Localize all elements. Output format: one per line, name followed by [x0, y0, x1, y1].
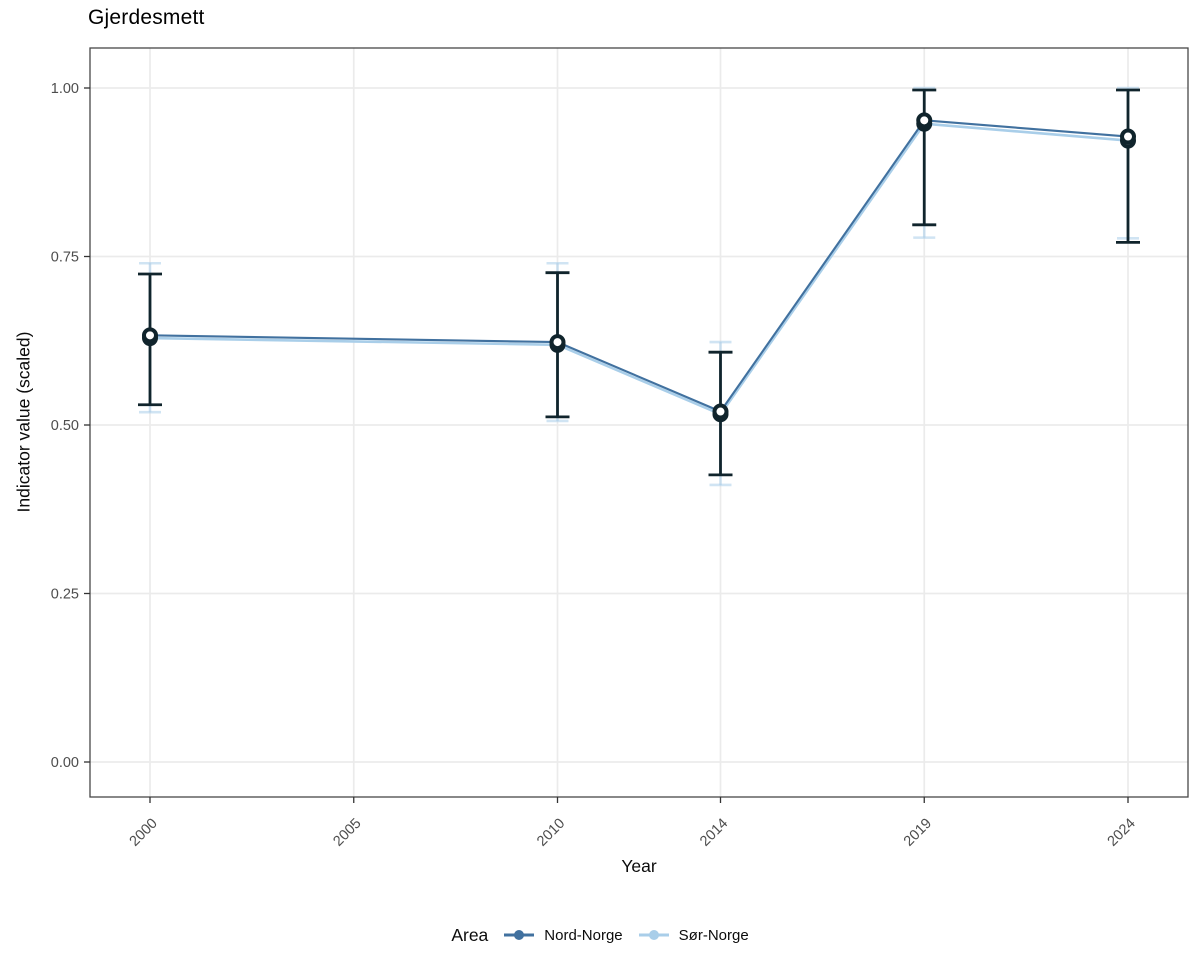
x-tick-label: 2019 — [901, 816, 935, 850]
data-point-marker-nord-norge — [142, 327, 158, 344]
legend-item-label: Nord-Norge — [544, 926, 623, 944]
x-axis-title: Year — [621, 856, 657, 876]
y-axis-title: Indicator value (scaled) — [13, 331, 34, 513]
x-tick-label: 2024 — [1105, 816, 1139, 850]
legend-title: Area — [451, 924, 489, 945]
x-tick-label: 2014 — [697, 816, 731, 850]
legend-key-icon — [638, 930, 669, 940]
legend-key-icon — [504, 930, 535, 940]
y-tick-label: 0.50 — [51, 418, 79, 434]
y-tick-label: 0.25 — [51, 587, 79, 603]
legend-items: Nord-Norge Sør-Norge — [504, 926, 749, 944]
legend-item-label: Sør-Norge — [678, 926, 749, 944]
legend: Area Nord-Norge Sør-Norge — [0, 918, 1200, 952]
x-tick-label: 2010 — [534, 816, 568, 850]
data-point-marker-nord-norge — [1120, 128, 1136, 145]
x-tick-label: 2005 — [330, 816, 364, 850]
legend-item-nord-norge: Nord-Norge — [504, 926, 623, 944]
data-point-marker-nord-norge — [916, 112, 933, 129]
series-line-nord-norge — [149, 119, 1129, 413]
x-tick-label: 2000 — [127, 816, 161, 850]
legend-item-s-r-norge: Sør-Norge — [638, 926, 749, 944]
y-tick-label: 0.75 — [51, 250, 79, 266]
data-point-marker-nord-norge — [549, 334, 566, 351]
y-tick-label: 0.00 — [51, 755, 79, 771]
y-tick-label: 1.00 — [51, 81, 79, 97]
data-point-marker-nord-norge — [712, 403, 729, 420]
chart-title: Gjerdesmett — [88, 6, 205, 29]
series-line-s-r-norge — [149, 122, 1129, 416]
panel-border — [89, 47, 1189, 798]
